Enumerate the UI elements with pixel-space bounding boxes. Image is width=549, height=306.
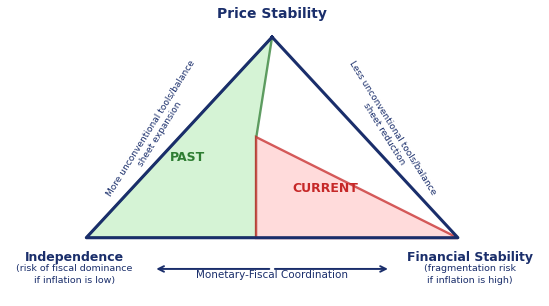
Text: Price Stability: Price Stability <box>217 7 327 21</box>
Text: Financial Stability: Financial Stability <box>407 251 533 264</box>
Text: Monetary-Fiscal Coordination: Monetary-Fiscal Coordination <box>196 270 348 280</box>
Text: CURRENT: CURRENT <box>293 182 358 195</box>
Text: (fragmentation risk
if inflation is high): (fragmentation risk if inflation is high… <box>424 264 516 285</box>
Text: PAST: PAST <box>170 151 205 164</box>
Text: (risk of fiscal dominance
if inflation is low): (risk of fiscal dominance if inflation i… <box>16 264 133 285</box>
Polygon shape <box>256 137 458 238</box>
Polygon shape <box>86 37 272 238</box>
Text: Less unconventional tools/balance
sheet reduction: Less unconventional tools/balance sheet … <box>339 59 439 202</box>
Text: More unconventional tools/balance
sheet expansion: More unconventional tools/balance sheet … <box>105 58 206 203</box>
Text: Independence: Independence <box>25 251 124 264</box>
